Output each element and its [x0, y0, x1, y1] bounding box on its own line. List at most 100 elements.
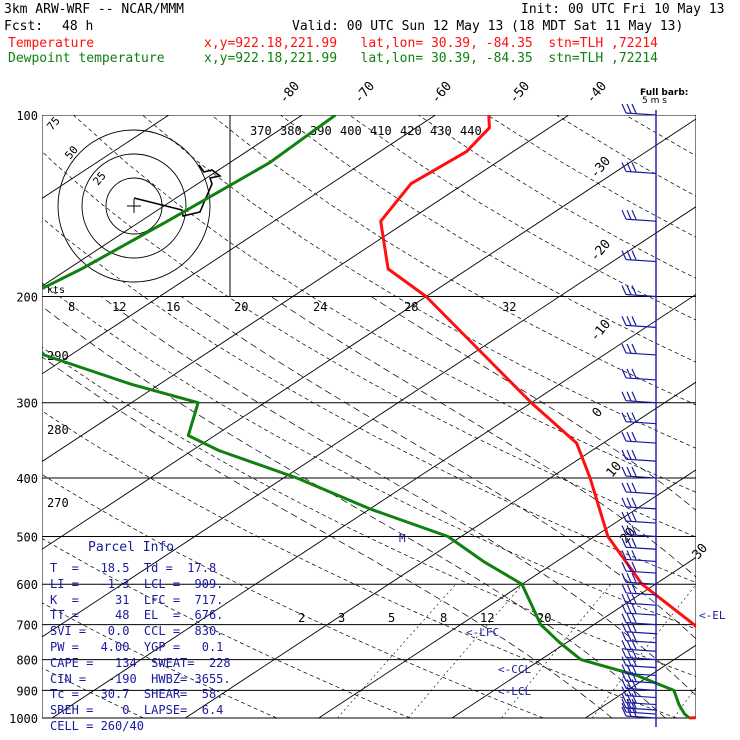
wind-barb-feather	[621, 511, 627, 522]
wind-barb-feather	[621, 538, 627, 548]
wind-barb-feather	[621, 613, 627, 623]
parcel-info-row: Tc = 30.7 SHEAR= 58.	[50, 687, 224, 702]
wind-barb-feather	[626, 250, 632, 260]
forecast-hours: 48 h	[62, 19, 94, 34]
wind-barb-feather	[621, 648, 627, 658]
wind-barb	[625, 458, 657, 462]
wind-barb-feather	[626, 525, 632, 535]
model-title: 3km ARW-WRF -- NCAR/MMM	[4, 2, 185, 17]
dry-adiabat	[487, 115, 696, 238]
dewpoint-legend-label: Dewpoint temperature	[8, 51, 165, 66]
wind-barb-feather	[626, 209, 632, 220]
dry-adiabat	[42, 346, 696, 677]
hodograph-speed-label: 28	[404, 300, 418, 314]
isotherm-line	[318, 469, 696, 719]
el-level-label: <-EL	[699, 609, 726, 622]
wind-barb	[625, 170, 657, 175]
wind-barb-feather	[631, 613, 637, 623]
wind-barb-feather	[631, 622, 637, 633]
moist-adiabat	[180, 296, 696, 640]
parcel-info-row: T = 18.5 Td = 17.8	[50, 561, 217, 575]
theta-label: 380	[280, 124, 302, 138]
wind-barb-feather	[631, 250, 637, 260]
wind-barb-feather	[621, 466, 627, 477]
dry-adiabat	[42, 410, 677, 719]
wind-barb-feather	[621, 664, 627, 674]
wind-barb-feather	[621, 561, 627, 572]
parcel-info-row: SVI = 0.0 CCL = 830.	[50, 624, 224, 639]
wind-barb	[625, 640, 657, 644]
wind-barb	[625, 475, 657, 479]
wind-barb-feather	[621, 316, 627, 326]
wind-barb-feather	[626, 593, 632, 604]
wind-barb	[625, 377, 657, 381]
wind-barb-feather	[626, 412, 632, 422]
wind-barb	[625, 570, 657, 574]
dry-adiabat	[556, 115, 696, 197]
isotherm-top-label: -70	[352, 79, 379, 107]
isotherm-line	[42, 118, 696, 550]
wind-barb-feather	[631, 561, 637, 572]
wind-barb-feather	[626, 561, 632, 572]
mixing-ratio-label: 12	[480, 611, 494, 625]
wind-barb-feather	[621, 449, 627, 460]
wind-barb-feather	[626, 622, 632, 633]
valid-time: Valid: 00 UTC Sun 12 May 13 (18 MDT Sat …	[292, 19, 684, 34]
parcel-info-row: CIN = -190 HWBZ= 3655.	[50, 671, 231, 686]
pressure-tick-500: 500	[16, 530, 38, 544]
wind-barb-feather	[626, 698, 632, 709]
wind-barb	[625, 707, 657, 711]
wind-barb-feather	[631, 391, 637, 401]
mixing-ratio-label: 5	[388, 611, 395, 625]
wind-barb-feather	[621, 702, 627, 713]
wind-barb	[625, 665, 657, 669]
pressure-tick-400: 400	[16, 472, 38, 486]
wind-barb	[625, 400, 657, 404]
pressure-tick-900: 900	[16, 684, 38, 698]
wind-barb-feather	[621, 343, 627, 354]
wind-barb-feather	[631, 593, 637, 604]
wind-barb	[625, 558, 657, 563]
hodograph-ring-label: 25	[90, 169, 108, 188]
wind-barb-feather	[621, 679, 627, 689]
mixing-ratio-label: 3	[338, 611, 345, 625]
wind-barb	[625, 715, 657, 719]
wind-barb	[625, 648, 657, 652]
wind-barb-feather	[626, 550, 632, 560]
wind-barb-feather	[631, 693, 637, 703]
wind-barb-feather	[631, 572, 637, 583]
wind-barb-feather	[626, 497, 632, 508]
parcel-info-row: PW = 4.00 YGP = 0.1	[50, 640, 224, 654]
theta-label: 410	[370, 124, 392, 138]
isotherm-top-label: -80	[277, 79, 304, 107]
wind-barb-feather	[631, 449, 637, 460]
wind-barb-feather	[621, 631, 627, 641]
wind-barb-feather	[621, 572, 627, 583]
wind-barb-feather	[621, 603, 627, 614]
hodograph-speed-label: 16	[166, 300, 180, 314]
wind-barb-feather	[621, 550, 627, 560]
dry-adiabat	[42, 474, 544, 719]
isotherm-right-label: 10	[604, 459, 626, 481]
theta-label: 400	[340, 124, 362, 138]
isotherm-right-label: 0	[590, 405, 607, 421]
hodograph-ring	[57, 129, 211, 283]
lcl-level-label: <-LCL	[498, 685, 531, 698]
theta-label: 430	[430, 124, 452, 138]
wind-barb	[625, 421, 657, 425]
parcel-info-row: LI = -1.3 LCL = 909.	[50, 576, 224, 591]
init-time: Init: 00 UTC Fri 10 May 13	[521, 2, 725, 17]
wind-barb-feather	[621, 368, 627, 379]
mixing-ratio-label: 2	[298, 611, 305, 625]
wind-barb-feather	[631, 538, 637, 548]
wind-barb-feather	[626, 631, 632, 641]
isotherm-right-label: -30	[588, 154, 615, 182]
wind-barb	[625, 546, 657, 550]
wind-barb-feather	[626, 368, 632, 379]
wind-barb-feather	[621, 103, 627, 114]
isotherm-top-label: -60	[429, 79, 456, 107]
forecast-label: Fcst:	[4, 19, 44, 34]
wind-barb-feather	[631, 162, 637, 172]
wind-barb-feather	[631, 209, 637, 220]
